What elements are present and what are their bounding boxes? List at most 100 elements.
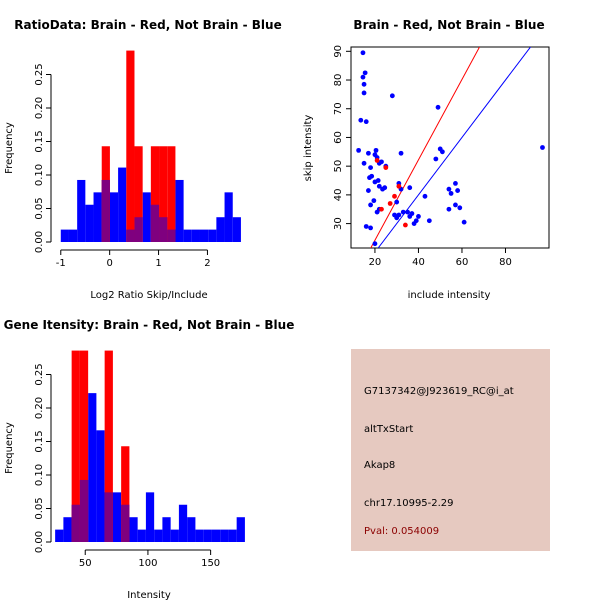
scatter-point-brain [402, 222, 408, 228]
scatter-plot-box [350, 46, 550, 249]
ratio-bar-overlap [159, 217, 168, 242]
scatter-line-identity [377, 47, 532, 248]
ratio-x-tick-label: 2 [204, 258, 210, 269]
intensity-y-tick-label: 0.25 [34, 363, 45, 385]
intensity-bar-not-brain [112, 492, 122, 542]
intensity-bar-brain [79, 350, 89, 542]
scatter-axes: 20 40 60 80 30 40 50 60 70 80 90 [333, 45, 512, 268]
ratio-bar-brain [159, 146, 168, 242]
scatter-point-not-brain [371, 198, 377, 204]
scatter-point-not-brain [361, 81, 367, 87]
scatter-point-not-brain [540, 145, 545, 150]
ratio-bar-not-brain [232, 217, 241, 242]
intensity-bar-brain [71, 350, 80, 542]
scatter-point-not-brain [439, 149, 445, 155]
scatter-point-not-brain [366, 188, 371, 193]
scatter-title: Brain - Red, Not Brain - Blue [353, 18, 544, 32]
scatter-point-brain [392, 193, 397, 199]
scatter-y-tick-label: 30 [333, 217, 344, 230]
gene-name: Akap8 [364, 460, 396, 471]
ratio-bar-not-brain [77, 179, 86, 242]
scatter-point-not-brain [363, 224, 369, 229]
intensity-bar-overlap [79, 479, 89, 542]
ratio-histogram-axes: -1 0 1 2 0.00 0.05 0.10 0.15 0.20 0.25 [34, 63, 211, 269]
scatter-points [356, 50, 545, 247]
scatter-y-tick-label: 60 [333, 131, 344, 144]
intensity-bar-not-brain [129, 517, 138, 542]
intensity-bar-overlap [71, 504, 80, 542]
scatter-ylabel: skip intensity [303, 115, 314, 182]
scatter-point-not-brain [358, 117, 364, 123]
ratio-bar-not-brain [68, 229, 78, 242]
ratio-x-tick-label: 1 [155, 258, 161, 269]
event-type: altTxStart [364, 424, 414, 435]
ratio-bar-not-brain [224, 192, 233, 242]
ratio-bar-overlap [101, 179, 110, 242]
ratio-bar-not-brain [109, 192, 119, 242]
ratio-bar-not-brain [118, 167, 127, 242]
intensity-bar-not-brain [170, 529, 179, 542]
ratio-bar-brain [167, 146, 176, 242]
scatter-point-not-brain [375, 178, 381, 183]
scatter-point-not-brain [361, 160, 367, 166]
probe-info-panel: G7137342@J923619_RC@i_at altTxStart Akap… [351, 349, 550, 551]
ratio-bar-overlap [134, 217, 143, 242]
intensity-bar-overlap [121, 504, 130, 542]
scatter-point-not-brain [376, 183, 382, 189]
ratio-bar-not-brain [60, 229, 69, 242]
scatter-point-brain [396, 183, 402, 189]
scatter-point-not-brain [446, 186, 452, 192]
ratio-y-tick-label: 0.10 [34, 164, 45, 186]
scatter-point-brain [379, 206, 384, 212]
ratio-bar-brain [134, 146, 143, 242]
intensity-histogram-bars [55, 350, 245, 542]
scatter-point-not-brain [407, 185, 413, 191]
scatter-point-not-brain [368, 202, 373, 208]
intensity-x-tick-label: 50 [79, 558, 92, 569]
ratio-bar-not-brain [199, 229, 209, 242]
intensity-bar-not-brain [137, 529, 146, 542]
intensity-bar-brain [121, 446, 130, 542]
intensity-x-tick-label: 150 [201, 558, 220, 569]
scatter-point-not-brain [363, 119, 369, 125]
scatter-point-not-brain [426, 218, 432, 224]
scatter-point-brain [387, 201, 393, 206]
intensity-histogram-axes: 50 100 150 0.00 0.05 0.10 0.15 0.20 0.25 [34, 363, 220, 569]
ratio-histogram-xlabel: Log2 Ratio Skip/Include [90, 290, 207, 301]
intensity-histogram-ylabel: Frequency [4, 422, 15, 474]
ratio-bar-not-brain [183, 229, 192, 242]
intensity-bar-not-brain [96, 430, 105, 542]
ratio-bar-overlap [150, 204, 160, 242]
scatter-point-not-brain [394, 199, 400, 205]
intensity-bar-not-brain [220, 529, 229, 542]
scatter-point-not-brain [368, 225, 373, 231]
ratio-bar-not-brain [216, 217, 225, 242]
ratio-histogram: RatioData: Brain - Red, Not Brain - Blue… [4, 18, 282, 301]
scatter-y-tick-label: 80 [333, 74, 344, 87]
intensity-bar-brain [104, 350, 113, 542]
intensity-histogram-xlabel: Intensity [127, 590, 171, 600]
scatter-point-not-brain [455, 188, 461, 193]
scatter-point-not-brain [446, 206, 452, 212]
intensity-bar-not-brain [195, 529, 204, 542]
ratio-bar-overlap [126, 229, 135, 242]
p-value: Pval: 0.054009 [364, 526, 440, 537]
scatter-line-brain-fit [370, 47, 481, 248]
scatter-point-not-brain [457, 205, 463, 211]
scatter-point-not-brain [373, 147, 379, 153]
scatter-point-not-brain [389, 93, 395, 99]
intensity-y-tick-label: 0.15 [34, 430, 45, 452]
scatter-point-not-brain [369, 173, 375, 179]
intensity-histogram: Gene Itensity: Brain - Red, Not Brain - … [4, 318, 295, 600]
ratio-y-tick-label: 0.15 [34, 130, 45, 152]
intensity-bar-not-brain [154, 529, 163, 542]
scatter-point-not-brain [453, 180, 458, 186]
scatter-xlabel: include intensity [408, 290, 491, 301]
intensity-bar-not-brain [162, 517, 171, 542]
scatter-point-brain [383, 165, 389, 171]
scatter-x-tick-label: 80 [499, 257, 512, 268]
ratio-bar-not-brain [93, 192, 102, 242]
intensity-bar-not-brain [88, 393, 97, 542]
scatter-y-tick-label: 90 [333, 45, 344, 58]
